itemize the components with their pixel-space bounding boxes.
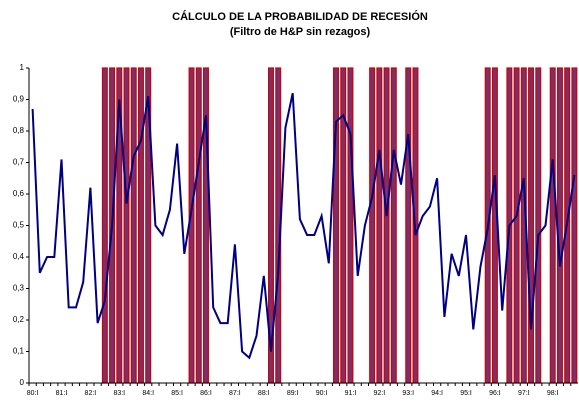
- x-tick-label: 82:I: [85, 390, 97, 397]
- x-tick-label: 98:I: [547, 390, 559, 397]
- x-tick-label: 88:I: [258, 390, 270, 397]
- probability-line: [31, 92, 576, 360]
- recession-bar: [347, 67, 354, 384]
- recession-bar: [535, 67, 542, 384]
- y-tick-label: 0,7: [13, 158, 25, 167]
- chart-title: CÁLCULO DE LA PROBABILIDAD DE RECESIÓN: [172, 10, 428, 23]
- y-tick-label: 0,2: [13, 315, 25, 324]
- y-tick-label: 0,9: [13, 95, 25, 104]
- recession-bar: [556, 67, 563, 384]
- x-tick-label: 91:I: [345, 390, 357, 397]
- x-tick-label: 96:I: [489, 390, 501, 397]
- recession-bar: [390, 67, 397, 384]
- x-tick-label: 90:I: [316, 390, 328, 397]
- x-tick-label: 92:I: [374, 390, 386, 397]
- recession-bar: [549, 67, 556, 384]
- x-tick-label: 83:I: [113, 390, 125, 397]
- x-tick-label: 87:I: [229, 390, 241, 397]
- y-tick-label: 0,8: [13, 126, 25, 135]
- recession-bar: [333, 67, 339, 384]
- recession-bar: [491, 67, 498, 384]
- recession-bar: [123, 67, 130, 384]
- recession-bar: [405, 67, 412, 384]
- x-tick-label: 80:I: [27, 390, 39, 397]
- y-tick-label: 1: [20, 63, 25, 72]
- x-tick-label: 95:I: [460, 390, 472, 397]
- recession-bar: [369, 67, 376, 384]
- recession-bar: [383, 67, 390, 384]
- y-tick-label: 0,5: [13, 221, 25, 230]
- recession-bar: [376, 67, 383, 384]
- x-tick-label: 86:I: [200, 390, 212, 397]
- y-tick-label: 0,4: [13, 252, 25, 261]
- recession-bar: [130, 67, 137, 384]
- x-tick-label: 85:I: [171, 390, 183, 397]
- recession-bar: [101, 67, 108, 384]
- x-tick-label: 97:I: [518, 390, 530, 397]
- x-tick-label: 89:I: [287, 390, 299, 397]
- recession-bar: [513, 67, 520, 384]
- x-tick-label: 93:I: [402, 390, 414, 397]
- y-tick-label: 0,6: [13, 189, 25, 198]
- recession-bar: [137, 67, 144, 384]
- chart-subtitle: (Filtro de H&P sin rezagos): [230, 26, 371, 38]
- recession-bar: [195, 67, 202, 384]
- y-tick-label: 0,1: [13, 347, 25, 356]
- y-tick-label: 0,3: [13, 284, 25, 293]
- recession-bar: [528, 67, 535, 384]
- x-tick-label: 84:I: [142, 390, 154, 397]
- y-tick-label: 0: [20, 378, 25, 387]
- x-tick-label: 81:I: [56, 390, 68, 397]
- recession-bar: [571, 67, 578, 384]
- x-tick-label: 94:I: [431, 390, 443, 397]
